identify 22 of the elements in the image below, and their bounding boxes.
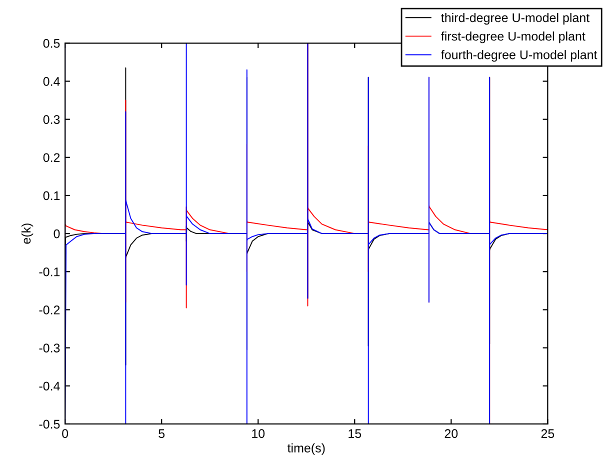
y-tick-label: 0.2 xyxy=(43,153,60,162)
y-tick-label: -0.2 xyxy=(39,306,60,314)
y-tick-label: 0.4 xyxy=(43,77,60,86)
y-axis-title: e(k) xyxy=(21,224,34,244)
x-tick-label: 20 xyxy=(444,429,458,438)
y-tick-label: -0.3 xyxy=(39,344,60,352)
y-tick-label: 0.3 xyxy=(43,115,60,124)
x-tick-label: 25 xyxy=(541,429,554,438)
legend-label: first-degree U-model plant xyxy=(441,31,586,44)
y-tick-label: 0 xyxy=(54,229,60,238)
x-axis-title: time(s) xyxy=(287,443,325,455)
x-tick-label: 15 xyxy=(348,429,362,438)
y-tick-label: 0.1 xyxy=(43,191,60,200)
x-tick-label: 5 xyxy=(158,429,165,438)
y-tick-label: 0.5 xyxy=(43,38,60,48)
x-tick-label: 0 xyxy=(62,429,68,438)
x-tick-label: 10 xyxy=(252,429,265,438)
legend-label: third-degree U-model plant xyxy=(441,12,590,25)
legend-label: fourth-degree U-model plant xyxy=(441,50,598,62)
y-tick-label: -0.1 xyxy=(39,267,60,276)
y-tick-label: -0.5 xyxy=(39,420,60,429)
y-tick-label: -0.4 xyxy=(39,382,60,391)
